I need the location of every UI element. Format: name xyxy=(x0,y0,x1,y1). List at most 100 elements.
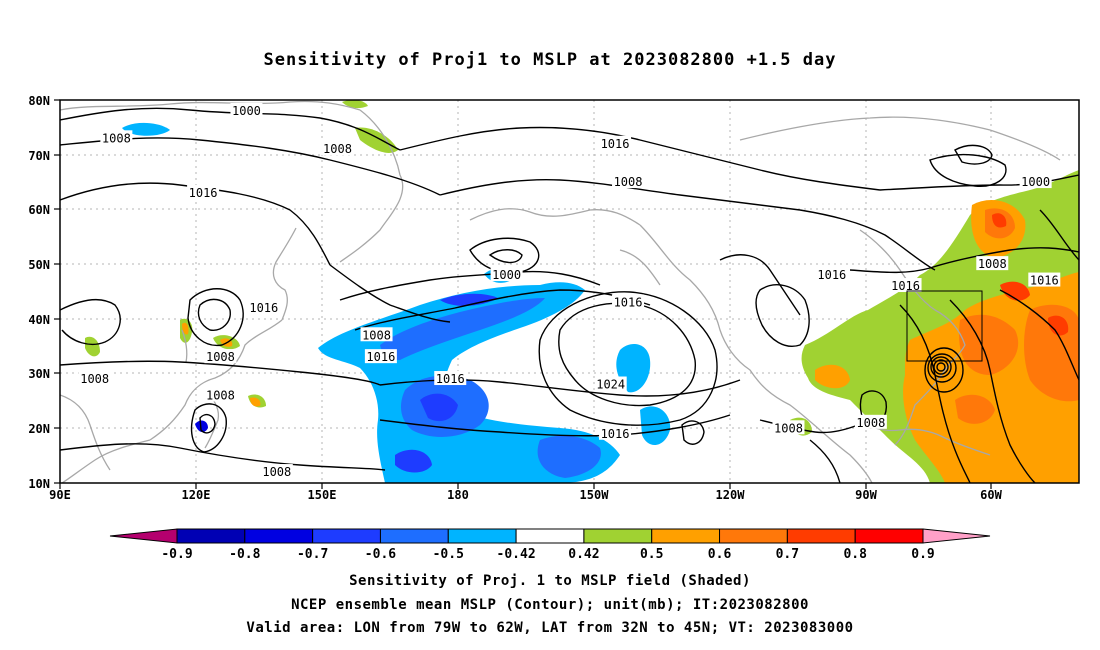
colorbar-swatch xyxy=(515,528,585,544)
contour-label: 1008 xyxy=(854,414,887,430)
colorbar-swatch xyxy=(651,528,721,544)
contour-label: 1016 xyxy=(187,185,220,200)
contour-label-text: 1008 xyxy=(323,142,352,156)
contour-label: 1016 xyxy=(815,267,848,282)
contour-label: 1016 xyxy=(889,278,922,293)
colorbar-label: -0.5 xyxy=(433,547,464,562)
contour-label: 1008 xyxy=(612,174,645,189)
caption-line-3: Valid area: LON from 79W to 62W, LAT fro… xyxy=(246,620,854,636)
colorbar-swatch xyxy=(719,528,788,544)
colorbar xyxy=(109,528,991,544)
contour-label-text: 1008 xyxy=(206,350,235,364)
contour-label: 1008 xyxy=(204,349,237,364)
colorbar-label: -0.42 xyxy=(497,547,536,562)
colorbar-label: 0.8 xyxy=(843,547,867,562)
contour-label: 1024 xyxy=(594,376,627,392)
contour-label: 1000 xyxy=(1019,174,1052,189)
lat-label: 30N xyxy=(28,367,50,381)
lon-label: 180 xyxy=(447,488,469,502)
contour-label: 1016 xyxy=(612,294,645,309)
contour-label: 1016 xyxy=(434,371,467,386)
caption-line-2: NCEP ensemble mean MSLP (Contour); unit(… xyxy=(291,597,809,613)
lon-label: 120E xyxy=(182,488,211,502)
colorbar-swatch xyxy=(854,528,924,544)
lon-label: 150W xyxy=(580,488,610,502)
hurricane-low-contours xyxy=(924,347,964,393)
contour-label-text: 1016 xyxy=(601,427,630,441)
lat-label: 40N xyxy=(28,313,50,327)
contour-label: 1008 xyxy=(360,327,393,342)
contour-label-text: 1016 xyxy=(614,295,643,309)
coastlines xyxy=(60,100,1061,483)
colorbar-swatch xyxy=(379,528,449,544)
colorbar-label: 0.6 xyxy=(708,547,732,562)
contour-label-text: 1008 xyxy=(206,388,235,402)
lon-label: 60W xyxy=(980,488,1002,502)
contour-label-text: 1008 xyxy=(262,465,291,479)
contour-label: 1008 xyxy=(100,130,133,145)
contour-label-text: 1016 xyxy=(891,279,920,293)
colorbar-labels: -0.9 -0.8 -0.7 -0.6 -0.5 -0.42 0.42 0.5 0.6 0.7 0.… xyxy=(161,547,934,562)
contour-label: 1000 xyxy=(230,102,263,118)
contour-label: 1016 xyxy=(599,425,632,441)
lat-label: 20N xyxy=(28,422,50,436)
colorbar-swatch xyxy=(312,528,381,544)
colorbar-label: 0.7 xyxy=(776,547,799,562)
colorbar-swatch xyxy=(109,528,178,544)
contour-label: 1008 xyxy=(976,256,1009,271)
lat-label: 50N xyxy=(28,258,50,272)
contour-label: 1008 xyxy=(204,387,237,402)
contour-label: 1000 xyxy=(490,267,523,282)
contour-label: 1016 xyxy=(247,299,280,315)
lat-label: 80N xyxy=(28,94,50,108)
colorbar-label: -0.7 xyxy=(297,547,328,562)
contour-label: 1008 xyxy=(260,464,293,479)
colorbar-label: -0.6 xyxy=(365,547,396,562)
contour-label-text: 1016 xyxy=(366,350,395,364)
contour-label-text: 1024 xyxy=(596,378,625,392)
sensitivity-negative-shading xyxy=(122,122,946,483)
colorbar-swatch xyxy=(447,528,517,544)
contour-label-text: 1008 xyxy=(102,131,131,145)
colorbar-label: 0.42 xyxy=(568,547,599,562)
colorbar-swatch xyxy=(786,528,856,544)
contour-label-text: 1016 xyxy=(436,372,465,386)
contour-label-text: 1016 xyxy=(189,186,218,200)
contour-label-text: 1016 xyxy=(817,268,846,282)
colorbar-label: -0.8 xyxy=(229,547,260,562)
contour-label-text: 1008 xyxy=(80,372,109,386)
colorbar-label: 0.9 xyxy=(911,547,934,562)
contour-label: 1008 xyxy=(78,371,111,386)
contour-label-text: 1016 xyxy=(601,137,630,151)
contour-label-text: 1008 xyxy=(362,328,391,342)
lon-label: 150E xyxy=(308,488,337,502)
map-frame xyxy=(59,99,1080,484)
lon-label: 90E xyxy=(49,488,71,502)
contour-label: 1016 xyxy=(1028,272,1061,288)
contour-label-text: 1000 xyxy=(232,104,261,118)
colorbar-swatch xyxy=(244,528,314,544)
lat-label: 70N xyxy=(28,149,50,163)
lon-label: 120W xyxy=(716,488,746,502)
contour-label-text: 1016 xyxy=(1030,274,1059,288)
contour-label-text: 1016 xyxy=(249,301,278,315)
contour-label: 1008 xyxy=(321,141,354,156)
colorbar-label: -0.9 xyxy=(161,547,192,562)
contour-label-text: 1008 xyxy=(774,421,803,435)
contour-label-text: 1008 xyxy=(978,257,1007,271)
contour-label-text: 1008 xyxy=(614,175,643,189)
valid-area-box xyxy=(906,290,983,362)
chart-title: Sensitivity of Proj1 to MSLP at 20230828… xyxy=(263,50,837,70)
contour-label: 1016 xyxy=(599,135,632,151)
contour-label-text: 1000 xyxy=(1021,175,1050,189)
contour-label: 1016 xyxy=(364,349,397,364)
colorbar-swatch xyxy=(583,528,653,544)
lat-label: 10N xyxy=(28,477,50,491)
latitude-labels: 80N 70N 60N 50N 40N 30N 20N 10N xyxy=(28,94,50,491)
colorbar-label: 0.5 xyxy=(640,547,663,562)
axis-ticks xyxy=(54,99,992,489)
caption-line-1: Sensitivity of Proj. 1 to MSLP field (Sh… xyxy=(349,573,751,589)
longitude-labels: 90E 120E 150E 180 150W 120W 90W 60W xyxy=(49,488,1002,502)
contour-label-text: 1008 xyxy=(856,416,885,430)
